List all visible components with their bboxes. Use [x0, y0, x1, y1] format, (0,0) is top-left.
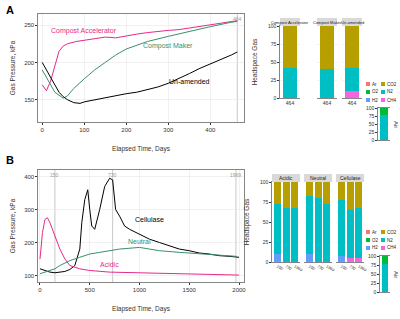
svg-text:100: 100 — [268, 23, 277, 29]
svg-text:100: 100 — [260, 179, 269, 185]
svg-text:Compost Accelerator: Compost Accelerator — [271, 20, 309, 25]
svg-text:Acidic: Acidic — [279, 175, 293, 181]
svg-text:Gas Pressure, kPa: Gas Pressure, kPa — [9, 198, 16, 253]
svg-text:75: 75 — [371, 262, 377, 268]
svg-text:464: 464 — [233, 16, 242, 22]
svg-text:730: 730 — [349, 264, 358, 272]
svg-text:B: B — [6, 154, 14, 166]
svg-text:1969: 1969 — [293, 264, 304, 273]
svg-text:1969: 1969 — [230, 172, 241, 178]
svg-text:Gas Pressure, kPa: Gas Pressure, kPa — [9, 40, 16, 95]
svg-text:Elapsed Time, Days: Elapsed Time, Days — [112, 305, 171, 313]
svg-text:Cellulase: Cellulase — [340, 175, 361, 181]
svg-text:150: 150 — [50, 172, 59, 178]
svg-text:Neutral: Neutral — [128, 238, 151, 245]
svg-text:75: 75 — [369, 113, 375, 119]
svg-text:O2: O2 — [372, 89, 379, 94]
svg-text:50: 50 — [369, 121, 375, 127]
svg-text:CH4: CH4 — [387, 245, 396, 250]
svg-text:0: 0 — [41, 127, 45, 133]
svg-text:N2: N2 — [387, 89, 393, 94]
svg-text:25: 25 — [371, 280, 377, 286]
svg-text:2000: 2000 — [232, 287, 246, 293]
svg-text:1500: 1500 — [183, 287, 197, 293]
svg-text:300: 300 — [163, 127, 174, 133]
svg-text:200: 200 — [121, 127, 132, 133]
svg-text:300: 300 — [24, 207, 35, 213]
svg-text:Cellulase: Cellulase — [135, 216, 164, 223]
svg-text:250: 250 — [24, 22, 35, 28]
svg-text:CO2: CO2 — [387, 82, 397, 87]
svg-text:75: 75 — [271, 41, 277, 47]
svg-text:464: 464 — [286, 100, 295, 106]
svg-text:464: 464 — [348, 100, 357, 106]
svg-text:Neutral: Neutral — [310, 175, 326, 181]
svg-text:100: 100 — [366, 105, 375, 111]
svg-text:150: 150 — [340, 264, 349, 272]
svg-text:730: 730 — [108, 172, 117, 178]
svg-text:25: 25 — [263, 239, 269, 245]
svg-text:1969: 1969 — [357, 264, 368, 273]
svg-text:25: 25 — [271, 77, 277, 83]
svg-text:50: 50 — [263, 219, 269, 225]
svg-text:75: 75 — [263, 199, 269, 205]
svg-text:200: 200 — [24, 60, 35, 66]
svg-text:CH4: CH4 — [387, 98, 396, 103]
svg-text:Compost Accelerator: Compost Accelerator — [51, 27, 117, 35]
svg-text:Compost Maker: Compost Maker — [143, 42, 193, 50]
svg-text:Un-amended: Un-amended — [169, 78, 210, 85]
svg-text:Ar: Ar — [372, 230, 377, 235]
svg-text:0: 0 — [38, 287, 42, 293]
svg-text:H2: H2 — [372, 245, 378, 250]
svg-text:0: 0 — [274, 95, 277, 101]
svg-text:0: 0 — [266, 259, 269, 265]
svg-text:400: 400 — [24, 174, 35, 180]
svg-text:50: 50 — [271, 59, 277, 65]
svg-text:Acidic: Acidic — [100, 261, 119, 268]
svg-text:100: 100 — [24, 273, 35, 279]
svg-text:1969: 1969 — [325, 264, 336, 273]
svg-text:Elapsed Time, Days: Elapsed Time, Days — [112, 145, 171, 153]
svg-text:50: 50 — [371, 271, 377, 277]
svg-text:100: 100 — [368, 253, 377, 259]
svg-text:100: 100 — [79, 127, 90, 133]
svg-text:H2: H2 — [372, 98, 378, 103]
svg-text:CO2: CO2 — [387, 230, 397, 235]
svg-text:150: 150 — [276, 264, 285, 272]
svg-text:0: 0 — [372, 137, 375, 143]
svg-text:Headspace Gas: Headspace Gas — [251, 38, 259, 85]
svg-text:25: 25 — [369, 129, 375, 135]
svg-text:400: 400 — [205, 127, 216, 133]
svg-text:Ar: Ar — [372, 82, 377, 87]
svg-text:500: 500 — [85, 287, 96, 293]
svg-text:730: 730 — [285, 264, 294, 272]
svg-text:Air: Air — [393, 271, 399, 278]
svg-text:0: 0 — [374, 289, 377, 295]
svg-text:150: 150 — [24, 97, 35, 103]
svg-text:200: 200 — [24, 240, 35, 246]
svg-text:1000: 1000 — [133, 287, 147, 293]
svg-text:Compost Maker: Compost Maker — [313, 20, 342, 25]
svg-text:150: 150 — [308, 264, 317, 272]
svg-text:464: 464 — [323, 100, 332, 106]
svg-text:Air: Air — [393, 121, 399, 128]
svg-text:Headspace Gas: Headspace Gas — [243, 198, 251, 245]
svg-text:A: A — [6, 4, 14, 16]
svg-text:N2: N2 — [387, 238, 393, 243]
svg-text:730: 730 — [317, 264, 326, 272]
svg-text:Un-amended: Un-amended — [341, 20, 364, 25]
svg-text:O2: O2 — [372, 238, 379, 243]
